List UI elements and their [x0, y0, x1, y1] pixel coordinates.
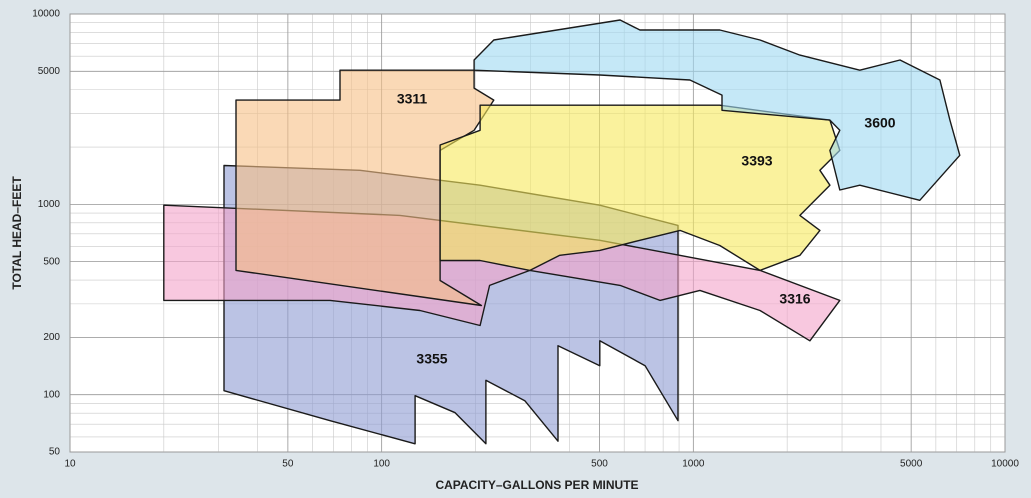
y-axis-title: TOTAL HEAD–FEET: [10, 176, 24, 290]
x-tick-label: 10: [64, 459, 76, 470]
y-tick-label: 10000: [32, 9, 60, 20]
x-tick-label: 5000: [900, 459, 923, 470]
y-tick-label: 200: [43, 332, 60, 343]
x-tick-label: 1000: [682, 459, 705, 470]
x-tick-label: 100: [373, 459, 390, 470]
y-tick-label: 5000: [38, 66, 61, 77]
x-axis-title: CAPACITY–GALLONS PER MINUTE: [435, 478, 638, 492]
region-label: 3311: [397, 91, 428, 107]
region-label: 3393: [741, 153, 772, 169]
x-tick-label: 500: [591, 459, 608, 470]
x-tick-label: 50: [282, 459, 294, 470]
region-label: 3600: [864, 115, 895, 131]
y-tick-label: 50: [49, 447, 61, 458]
y-tick-label: 500: [43, 256, 60, 267]
y-tick-label: 1000: [38, 199, 61, 210]
region-label: 3316: [779, 291, 810, 307]
region-label: 3355: [416, 351, 447, 367]
region: [473, 19, 961, 202]
x-tick-label: 10000: [991, 459, 1019, 470]
y-tick-label: 100: [43, 389, 60, 400]
